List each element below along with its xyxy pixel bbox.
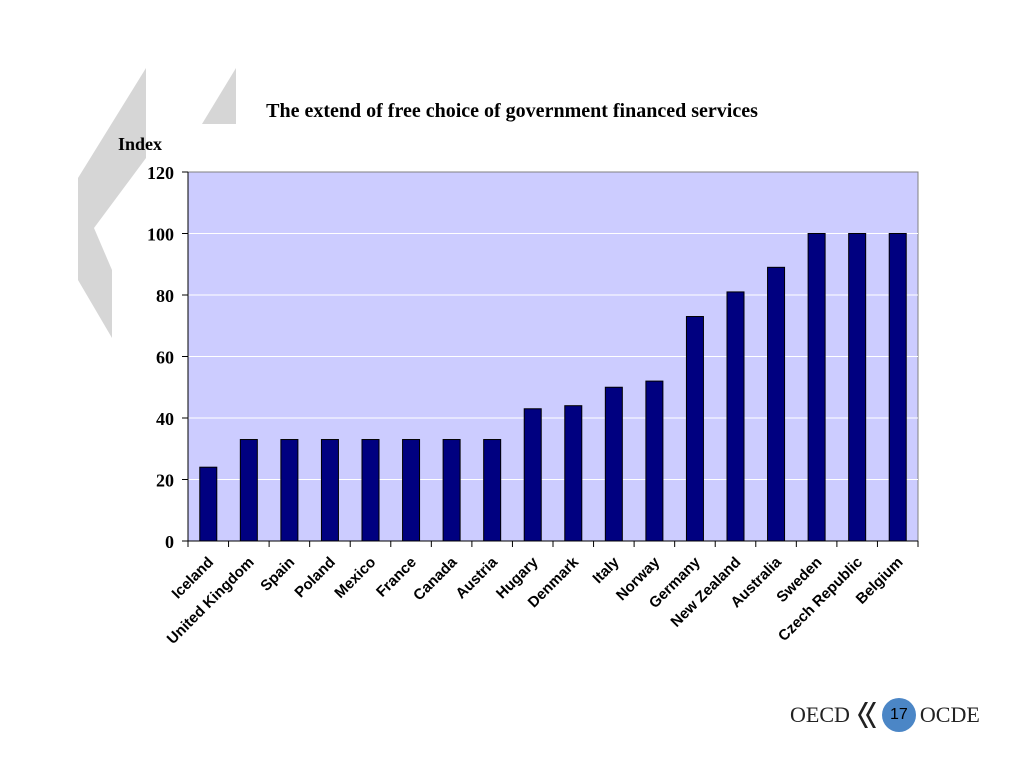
bar (848, 233, 867, 542)
bar (361, 439, 380, 542)
page-number: 17 (881, 698, 916, 732)
y-tick-label: 60 (156, 348, 174, 368)
x-tick-label: Austria (452, 553, 501, 602)
footer-oecd-text: OECD (790, 702, 850, 727)
y-tick-label: 20 (156, 471, 174, 491)
bar (199, 466, 218, 542)
bar (402, 439, 421, 542)
x-tick-label: Canada (410, 553, 461, 604)
bar (888, 233, 907, 542)
footer: OECD 17 OCDE (790, 698, 980, 732)
x-tick-label: Italy (589, 553, 623, 587)
x-tick-label: Poland (291, 554, 338, 601)
y-tick-label: 0 (165, 532, 174, 552)
bar (645, 380, 664, 542)
y-tick-label: 120 (147, 163, 174, 183)
bar (320, 439, 339, 542)
bar (604, 386, 623, 542)
y-tick-label: 100 (147, 225, 174, 245)
y-tick-label: 40 (156, 409, 174, 429)
y-tick-label: 80 (156, 286, 174, 306)
bar (807, 233, 826, 542)
bar (685, 316, 704, 542)
footer-ocde-text: OCDE (919, 702, 980, 727)
bar (483, 439, 502, 542)
bar (280, 439, 299, 542)
bar (523, 408, 542, 542)
bar (564, 405, 583, 542)
x-tick-label: Mexico (331, 554, 379, 602)
y-axis-label: Index (118, 134, 163, 154)
chart-title: The extend of free choice of government … (266, 100, 758, 122)
bar (767, 266, 786, 542)
oecd-logo-icon (857, 702, 876, 728)
bar (726, 291, 745, 542)
bar (442, 439, 461, 542)
bar (239, 439, 258, 542)
